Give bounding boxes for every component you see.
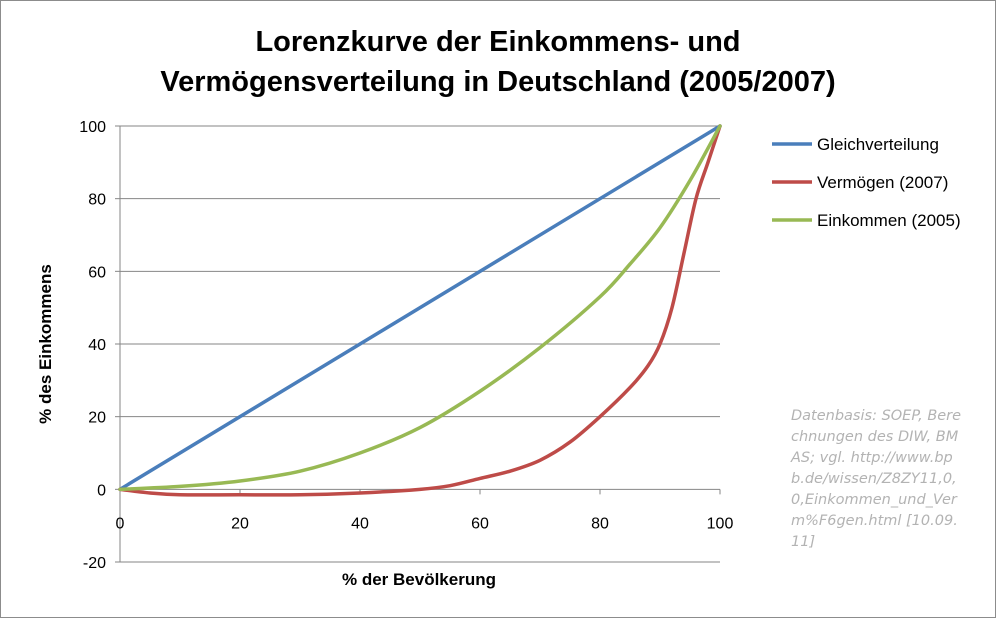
y-tick-label: 100: [79, 119, 106, 136]
y-axis-title: % des Einkommens: [36, 264, 55, 424]
y-tick-label: 80: [88, 192, 106, 209]
series-lines: [118, 124, 722, 497]
x-tick-label: 60: [471, 515, 489, 532]
y-tick-label: 20: [88, 410, 106, 427]
series-line-verm-gen-2007: [118, 124, 722, 497]
chart-title: Lorenzkurve der Einkommens- und Vermögens…: [160, 26, 835, 98]
y-tick-label: 60: [88, 264, 106, 281]
y-tick-label: -20: [83, 555, 106, 572]
gridlines: [120, 125, 720, 563]
y-tick-label: 40: [88, 337, 106, 354]
series-line-gleichverteilung: [118, 124, 722, 492]
legend: Gleichverteilung Vermögen (2007) Einkommen…: [772, 135, 961, 230]
legend-label-einkommen-2005: Einkommen (2005): [817, 211, 961, 230]
legend-label-gleichverteilung: Gleichverteilung: [817, 135, 939, 154]
x-tick-label: 100: [707, 515, 734, 532]
x-tick-label: 20: [231, 515, 249, 532]
y-tick-label: 0: [97, 482, 106, 499]
tick-labels: -20 0 20 40 60 80 100 0 20 40 60 80 100: [79, 119, 733, 572]
source-note: Datenbasis: SOEP, Berechnungen des DIW, …: [791, 408, 962, 550]
legend-label-verm-gen-2007: Vermögen (2007): [817, 173, 948, 192]
x-tick-label: 40: [351, 515, 369, 532]
x-axis-title: % der Bevölkerung: [342, 570, 496, 589]
series-line-einkommen-2005: [118, 124, 722, 492]
chart-title-line: Lorenzkurve der Einkommens- und: [255, 26, 740, 58]
chart-title-line: Vermögensverteilung in Deutschland (2005…: [160, 66, 835, 98]
x-tick-label: 80: [591, 515, 609, 532]
x-tick-label: 0: [116, 515, 125, 532]
